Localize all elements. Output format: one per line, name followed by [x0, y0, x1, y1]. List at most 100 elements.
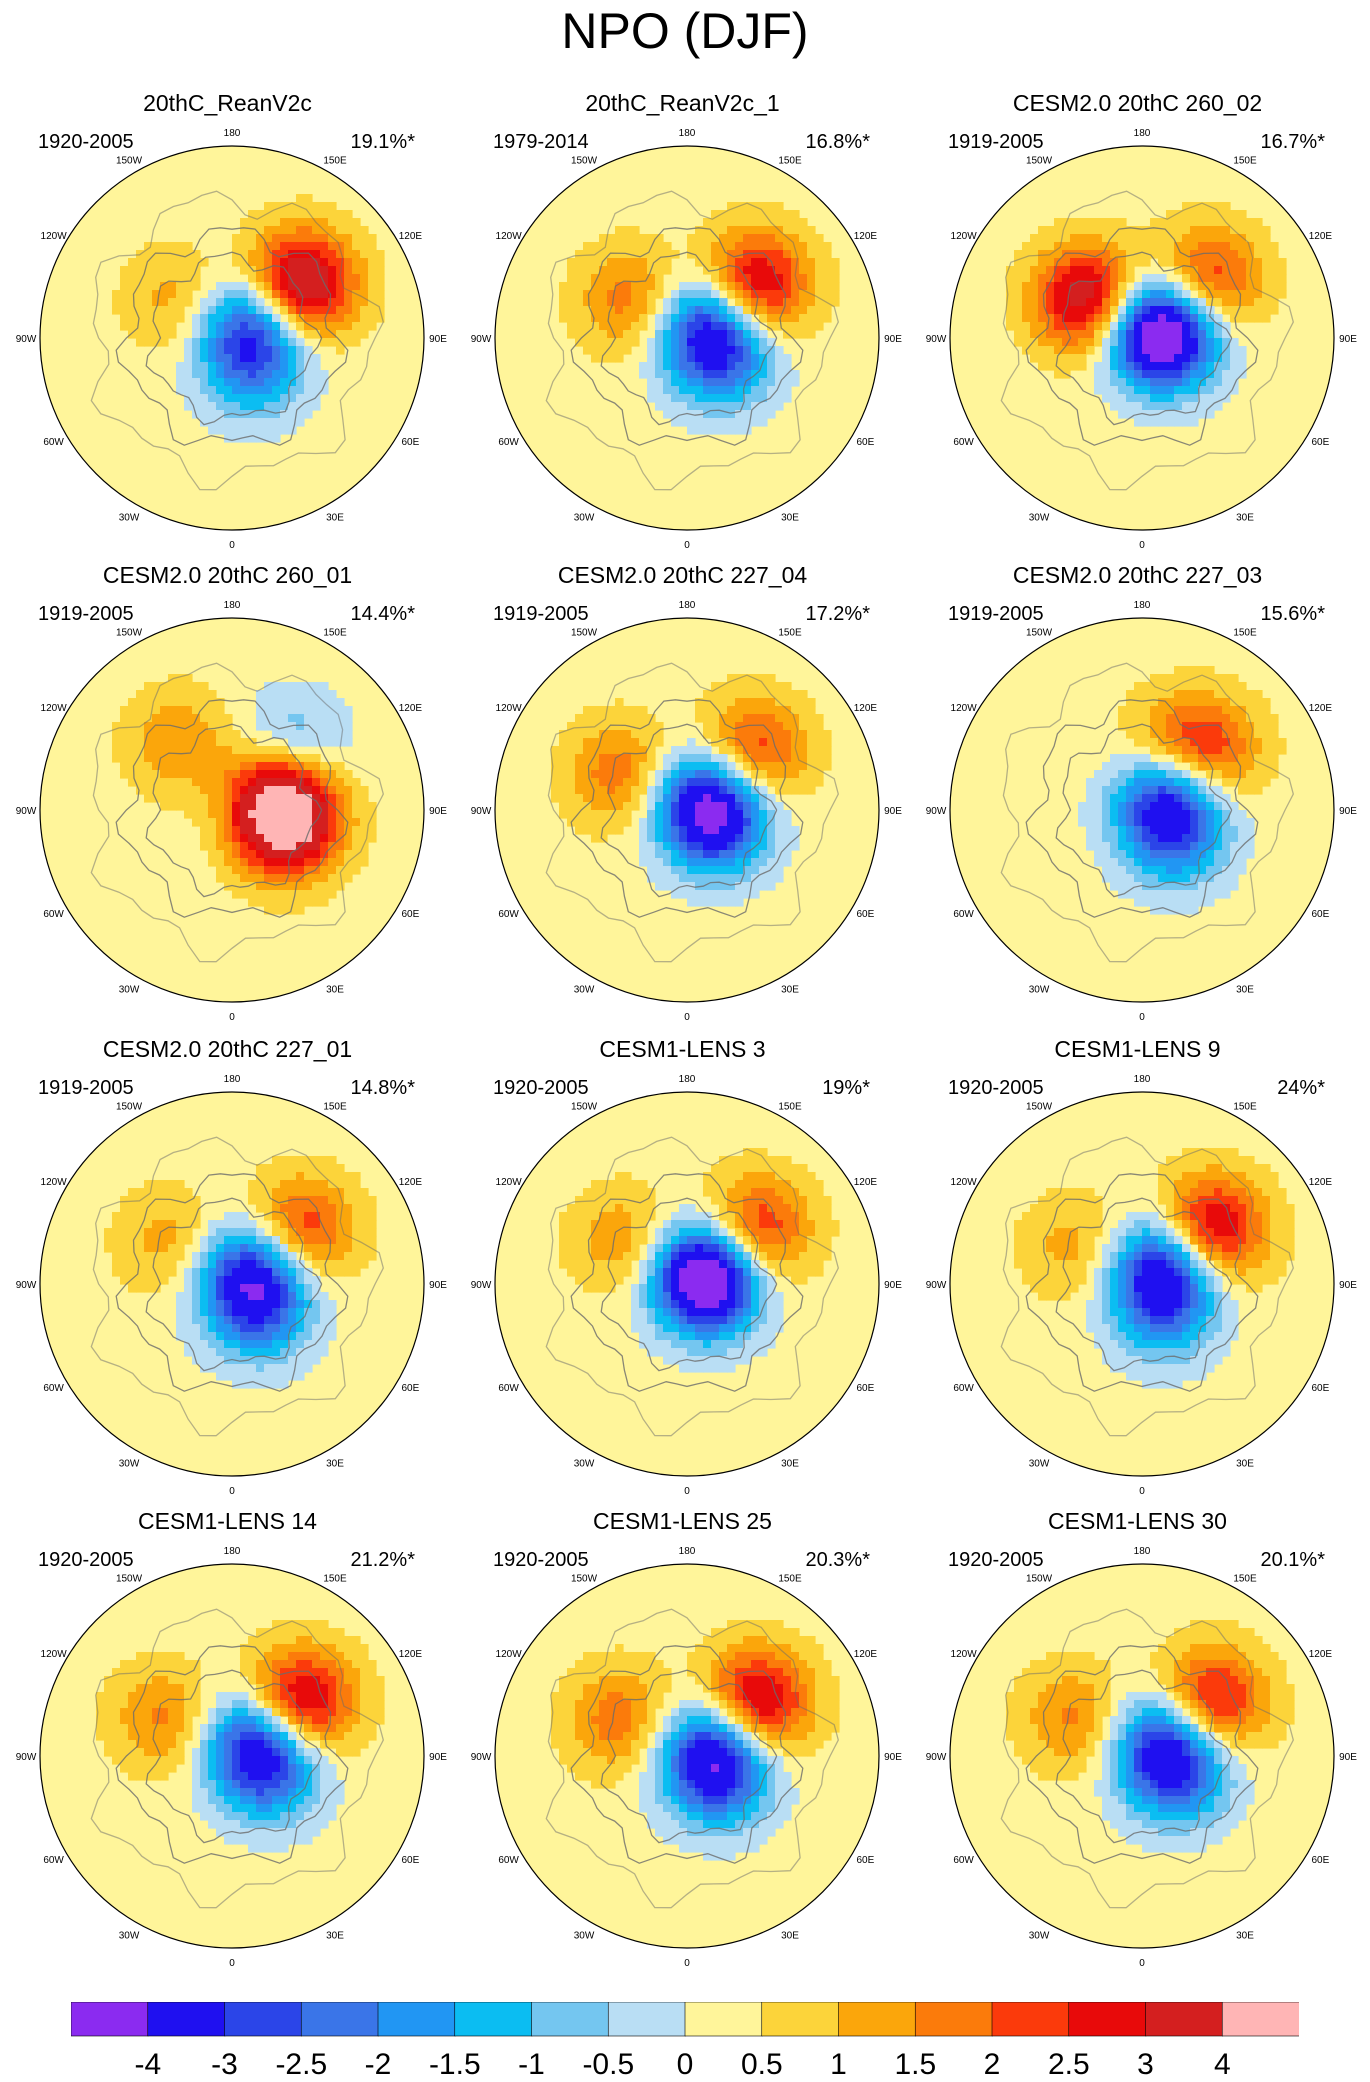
panel-variance: 19.1%* — [350, 131, 416, 153]
longitude-label: 150E — [778, 1102, 802, 1113]
longitude-label: 90W — [926, 334, 947, 345]
panel-period: 1920-2005 — [38, 1549, 134, 1571]
coastline — [145, 251, 323, 426]
longitude-label: 90E — [1339, 806, 1357, 817]
longitude-label: 60W — [43, 1855, 64, 1866]
longitude-label: 180 — [679, 1074, 696, 1085]
longitude-label: 90W — [471, 334, 492, 345]
longitude-label: 60W — [498, 909, 519, 920]
longitude-label: 60E — [1312, 909, 1330, 920]
coastline — [90, 662, 384, 963]
longitude-label: 150W — [116, 156, 143, 167]
colorbar-swatch — [684, 2002, 763, 2037]
map-boundary — [494, 145, 880, 531]
longitude-label: 150W — [571, 628, 598, 639]
longitude-label: 60E — [402, 1383, 420, 1394]
colorbar-label: 2 — [984, 2048, 1001, 2078]
figure-title: NPO (DJF) — [561, 3, 809, 59]
longitude-label: 30E — [781, 512, 799, 523]
anomaly-field — [495, 618, 879, 1002]
colorbar-swatch — [300, 2002, 379, 2037]
panel-variance: 16.8%* — [805, 131, 871, 153]
panel-title: CESM1-LENS 3 — [599, 1036, 766, 1062]
longitude-label: 0 — [1139, 540, 1145, 550]
longitude-label: 0 — [229, 1486, 235, 1496]
longitude-label: 120E — [399, 231, 423, 242]
longitude-label: 90W — [16, 1280, 37, 1291]
longitude-label: 0 — [684, 540, 690, 550]
longitude-label: 150E — [323, 1102, 347, 1113]
longitude-label: 30W — [119, 1930, 140, 1941]
longitude-label: 180 — [679, 600, 696, 611]
longitude-label: 30W — [1029, 1930, 1050, 1941]
map-panel: 180 150E 120E 90E 60E 30E 0 30W 60W 90W 120W 150W CE… — [0, 562, 455, 1022]
colorbar-swatch — [1221, 2002, 1299, 2037]
longitude-label: 120W — [496, 231, 523, 242]
anomaly-field — [40, 618, 424, 1002]
coastline — [570, 227, 804, 446]
panel-title: CESM1-LENS 25 — [593, 1508, 772, 1534]
colorbar-label: 3 — [1137, 2048, 1154, 2078]
longitude-label: 90W — [16, 1752, 37, 1763]
longitude-label: 150E — [323, 156, 347, 167]
anomaly-field — [950, 1564, 1334, 1948]
panel-title: CESM2.0 20thC 227_01 — [102, 1036, 353, 1062]
coastline — [545, 1608, 839, 1909]
longitude-label: 60E — [1312, 1855, 1330, 1866]
coastline — [1000, 662, 1294, 963]
map-panel: 180 150E 120E 90E 60E 30E 0 30W 60W 90W 120W 150W CE… — [910, 90, 1365, 550]
longitude-label: 120W — [496, 1177, 523, 1188]
coastline — [90, 1136, 384, 1437]
longitude-label: 60W — [953, 437, 974, 448]
coastlines — [1000, 662, 1294, 963]
panel-period: 1920-2005 — [38, 131, 134, 153]
longitude-label: 0 — [229, 540, 235, 550]
polar-stereographic-map: 180 150E 120E 90E 60E 30E 0 30W 60W 90W 120W 150W — [471, 128, 903, 550]
map-panel: 180 150E 120E 90E 60E 30E 0 30W 60W 90W 120W 150W CE… — [910, 562, 1365, 1022]
panel-title: CESM2.0 20thC 260_01 — [102, 562, 353, 588]
colorbar-swatch — [914, 2002, 993, 2037]
polar-stereographic-map: 180 150E 120E 90E 60E 30E 0 30W 60W 90W 120W 150W — [16, 600, 448, 1022]
coastline — [115, 1645, 349, 1864]
coastline — [600, 1669, 778, 1844]
longitude-label: 0 — [684, 1486, 690, 1496]
longitude-label: 180 — [679, 128, 696, 139]
colorbar-label: -1 — [518, 2048, 545, 2078]
panel-variance: 21.2%* — [350, 1549, 416, 1571]
longitude-label: 120E — [854, 703, 878, 714]
panel-period: 1920-2005 — [493, 1549, 589, 1571]
longitude-label: 90W — [926, 806, 947, 817]
longitude-label: 90E — [884, 806, 902, 817]
longitude-label: 180 — [1134, 600, 1151, 611]
longitude-label: 120W — [496, 1649, 523, 1660]
longitude-label: 0 — [229, 1012, 235, 1022]
longitude-label: 30E — [781, 984, 799, 995]
longitude-label: 150E — [778, 1574, 802, 1585]
longitude-label: 120W — [41, 1177, 68, 1188]
anomaly-field — [40, 1092, 424, 1476]
longitude-label: 180 — [224, 128, 241, 139]
longitude-label: 150E — [1233, 628, 1257, 639]
colorbar-label: 0 — [677, 2048, 694, 2078]
longitude-label: 90W — [16, 334, 37, 345]
longitude-label: 90E — [1339, 1280, 1357, 1291]
panel-period: 1919-2005 — [38, 1077, 134, 1099]
longitude-label: 0 — [684, 1958, 690, 1968]
panel-title: CESM1-LENS 9 — [1054, 1036, 1221, 1062]
longitude-label: 60W — [43, 1383, 64, 1394]
panel-variance: 14.4%* — [350, 603, 416, 625]
longitude-label: 150W — [1026, 156, 1053, 167]
colorbar-label: 2.5 — [1048, 2048, 1090, 2078]
longitude-label: 90E — [1339, 1752, 1357, 1763]
colorbar-label: -4 — [134, 2048, 161, 2078]
polar-stereographic-map: 180 150E 120E 90E 60E 30E 0 30W 60W 90W 120W 150W — [471, 600, 903, 1022]
longitude-label: 90W — [16, 806, 37, 817]
panel-period: 1919-2005 — [38, 603, 134, 625]
panel-variance: 15.6%* — [1260, 603, 1326, 625]
longitude-label: 90E — [1339, 334, 1357, 345]
anomaly-field — [950, 618, 1334, 1002]
longitude-label: 180 — [224, 1074, 241, 1085]
coastline — [1025, 227, 1259, 446]
colorbar-swatch — [224, 2002, 303, 2037]
coastline — [600, 1197, 778, 1372]
